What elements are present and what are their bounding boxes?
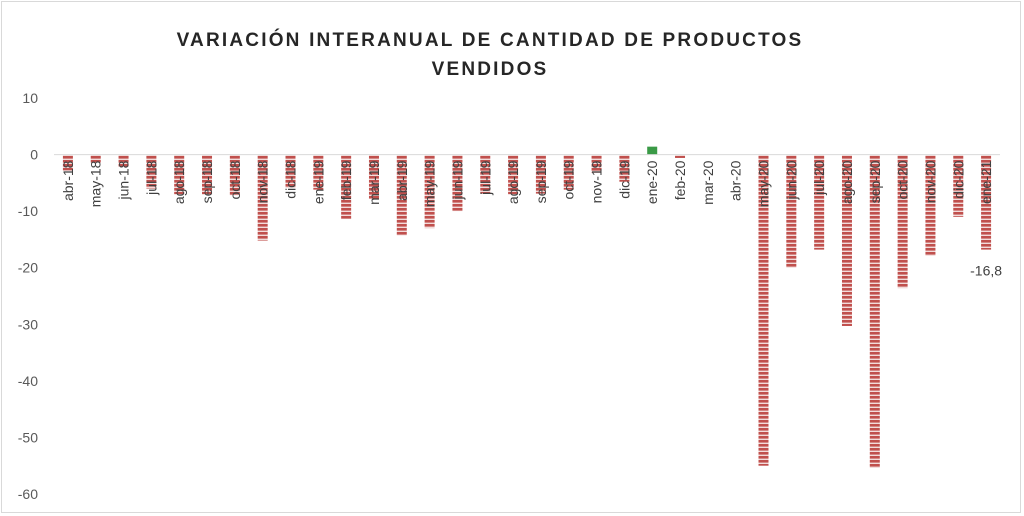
x-tick-label: sep-18 [199, 160, 215, 203]
y-tick-label: 0 [30, 147, 38, 163]
y-tick-label: -10 [18, 203, 38, 219]
y-tick-label: -40 [18, 373, 38, 389]
x-tick-label: jun-18 [116, 160, 132, 200]
bar-ago-19 [508, 154, 519, 195]
bar-abr-19 [396, 154, 407, 236]
x-tick-label: ago-20 [839, 160, 855, 204]
x-tick-label: nov-18 [255, 160, 271, 203]
bar-abr-18 [62, 154, 73, 171]
x-tick-label: ene-19 [310, 160, 326, 204]
y-tick-label: -50 [18, 429, 38, 445]
x-tick-label: nov-19 [589, 160, 605, 203]
data-labels: -16,8 [970, 263, 1002, 279]
bar-ene-20 [647, 146, 658, 155]
bar-sep-18 [202, 154, 213, 195]
bar-may-19 [424, 154, 435, 229]
bar-oct-18 [229, 154, 240, 196]
y-tick-label: -60 [18, 486, 38, 502]
x-tick-label: sep-19 [533, 160, 549, 203]
chart-title: VARIACIÓN INTERANUAL DE CANTIDAD DE PROD… [0, 26, 980, 84]
y-tick-label: 10 [22, 90, 38, 106]
x-tick-label: ene-20 [644, 160, 660, 204]
x-tick-label: may-20 [756, 160, 772, 207]
bar-feb-20 [675, 154, 686, 158]
x-tick-label: jul-19 [477, 160, 493, 195]
bar-ene-21 [981, 154, 992, 250]
y-tick-label: -30 [18, 316, 38, 332]
x-tick-label: feb-19 [338, 160, 354, 200]
x-tick-label: oct-20 [895, 160, 911, 199]
x-tick-label: dic-18 [283, 160, 299, 198]
bar-ago-20 [841, 154, 852, 326]
bar-ene-19 [313, 154, 324, 190]
x-tick-label: jul-20 [811, 160, 827, 195]
x-tick-label: may-18 [88, 160, 104, 207]
x-tick-label: feb-20 [672, 160, 688, 200]
chart-title-line2: VENDIDOS [431, 59, 549, 80]
bar-nov-20 [925, 154, 936, 256]
bar-sep-20 [869, 154, 880, 468]
bar-jun-20 [786, 154, 797, 268]
x-tick-label: sep-20 [867, 160, 883, 203]
bar-nov-18 [257, 154, 268, 241]
x-tick-label: mar-20 [700, 160, 716, 205]
bar-jun-18 [118, 154, 129, 167]
bar-dic-20 [953, 154, 964, 217]
x-tick-label: dic-20 [950, 160, 966, 198]
bar-jul-20 [814, 154, 825, 250]
bar-nov-19 [591, 154, 602, 173]
bar-sep-19 [535, 154, 546, 194]
x-tick-label: may-19 [422, 160, 438, 207]
x-tick-label: oct-19 [561, 160, 577, 199]
bar-oct-20 [897, 154, 908, 289]
y-axis: 10 0 -10 -20 -30 -40 -50 -60 [18, 90, 38, 502]
bar-may-18 [90, 154, 101, 163]
x-tick-label: jun-20 [783, 160, 799, 200]
bar-dic-19 [619, 154, 630, 182]
bar-jul-19 [480, 154, 491, 194]
bar-jul-18 [146, 154, 157, 189]
x-tick-label: abr-19 [394, 160, 410, 201]
y-tick-label: -20 [18, 260, 38, 276]
bar-dic-18 [285, 154, 296, 188]
x-tick-label: ago-18 [171, 160, 187, 204]
data-label: -16,8 [970, 263, 1002, 279]
bar-may-20 [758, 154, 769, 466]
bar-mar-19 [368, 154, 379, 199]
bars-group [62, 146, 992, 468]
x-axis-labels: abr-18 may-18 jun-18 jul-18 ago-18 sep-18 oct-… [60, 160, 994, 207]
x-tick-label: jul-18 [143, 160, 159, 195]
x-tick-label: dic-19 [616, 160, 632, 198]
bar-feb-19 [341, 154, 352, 220]
x-tick-label: nov-20 [922, 160, 938, 203]
bar-oct-19 [563, 154, 574, 190]
x-tick-label: oct-18 [227, 160, 243, 199]
chart-title-line1: VARIACIÓN INTERANUAL DE CANTIDAD DE PROD… [176, 30, 804, 51]
bar-jun-19 [452, 154, 463, 212]
x-tick-label: jun-19 [449, 160, 465, 200]
x-tick-label: ene-21 [978, 160, 994, 204]
x-tick-label: mar-19 [366, 160, 382, 205]
x-tick-label: ago-19 [505, 160, 521, 204]
x-tick-label: abr-20 [728, 160, 744, 201]
x-tick-label: abr-18 [60, 160, 76, 201]
bar-ago-18 [174, 154, 185, 195]
